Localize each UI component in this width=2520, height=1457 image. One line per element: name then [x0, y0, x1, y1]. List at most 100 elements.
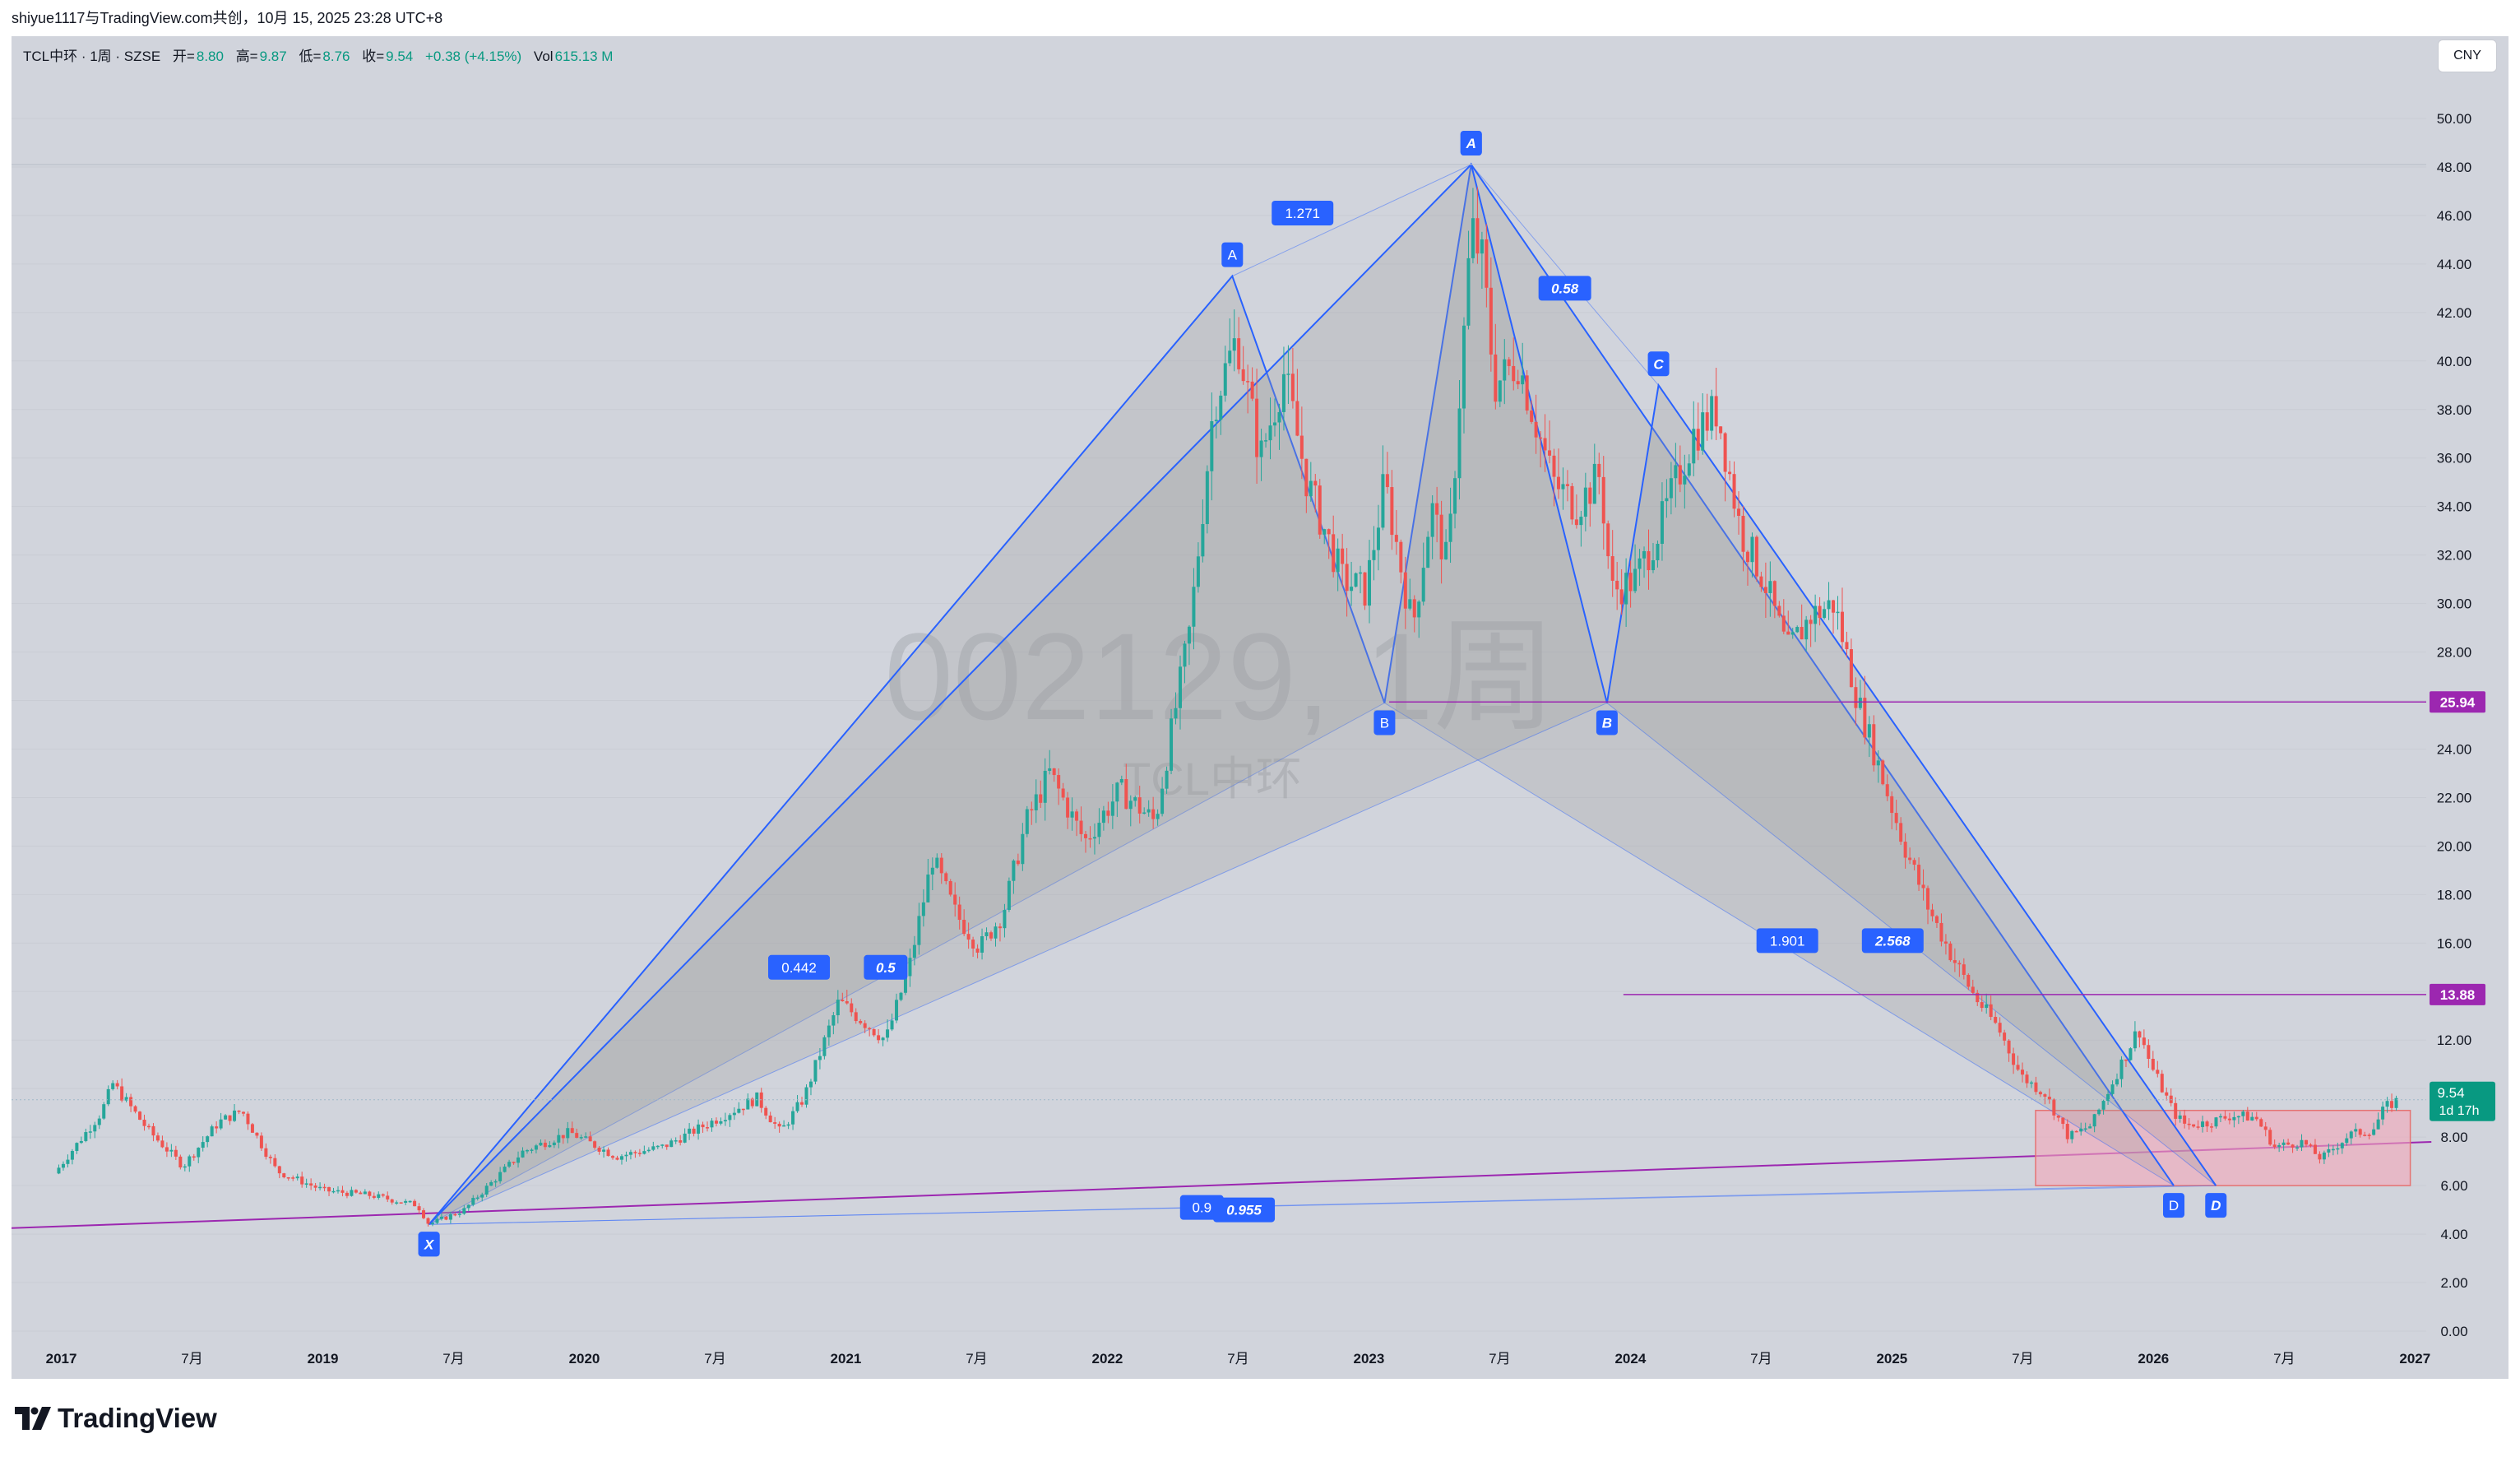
candle-body — [908, 958, 912, 977]
candle-body — [390, 1199, 394, 1203]
symbol-title[interactable]: TCL中环 · 1周 · SZSE — [23, 49, 161, 64]
candle-body — [224, 1115, 228, 1120]
candle-body — [1480, 239, 1484, 254]
point-label-a[interactable]: A — [1460, 131, 1482, 156]
symbol-legend[interactable]: TCL中环 · 1周 · SZSE 开= 8.80 高= 9.87 低= 8.76 收… — [23, 44, 621, 65]
candle-body — [2034, 1082, 2038, 1093]
target-zone[interactable] — [2035, 1109, 2411, 1186]
point-label-d[interactable]: D — [2205, 1193, 2227, 1218]
candle-body — [984, 932, 989, 937]
svg-text:B: B — [1602, 715, 1612, 731]
ratio-label[interactable]: 0.5 — [864, 954, 908, 980]
candle-body — [404, 1200, 408, 1203]
candle-body — [480, 1195, 484, 1198]
candle-body — [863, 1023, 867, 1028]
candle-body — [1818, 606, 1822, 619]
ratio-label[interactable]: 0.442 — [768, 954, 831, 980]
candle-body — [1804, 619, 1809, 640]
candle-body — [534, 1145, 538, 1150]
candle-body — [498, 1172, 503, 1181]
pattern-triangle-xab — [428, 276, 1385, 1225]
candle-body — [273, 1158, 277, 1167]
level-price-badge[interactable]: 13.88 — [2430, 983, 2485, 1005]
tradingview-logo[interactable]: TradingView — [15, 1402, 217, 1435]
ratio-label[interactable]: 1.271 — [1272, 200, 1334, 225]
candle-body — [1512, 365, 1516, 382]
svg-text:1d 17h: 1d 17h — [2439, 1104, 2480, 1118]
point-label-b[interactable]: B — [1373, 710, 1396, 735]
candle-body — [1926, 888, 1930, 910]
y-tick-label: 32.00 — [2437, 548, 2472, 564]
candle-body — [282, 1173, 286, 1178]
candle-body — [215, 1126, 219, 1129]
candle-body — [1601, 476, 1605, 524]
candle-body — [372, 1195, 376, 1199]
candle-body — [160, 1140, 164, 1148]
candle-body — [1823, 609, 1827, 619]
candle-body — [1768, 581, 1772, 593]
candle-body — [1124, 779, 1128, 810]
point-label-b[interactable]: B — [1596, 710, 1618, 735]
candle-body — [1471, 218, 1475, 258]
candle-body — [615, 1158, 619, 1160]
candle-body — [737, 1108, 741, 1113]
point-label-a[interactable]: A — [1221, 242, 1244, 267]
candle-body — [2065, 1124, 2069, 1139]
candle-body — [70, 1151, 74, 1160]
point-label-d[interactable]: D — [2163, 1193, 2185, 1218]
candle-body — [868, 1028, 872, 1030]
ratio-label[interactable]: 2.568 — [1861, 928, 1924, 954]
candle-body — [714, 1121, 718, 1124]
candle-body — [1426, 536, 1430, 568]
currency-button[interactable]: CNY — [2438, 39, 2497, 72]
candle-body — [1908, 857, 1912, 861]
candle-body — [2367, 1135, 2371, 1136]
candle-body — [1610, 556, 1614, 581]
candle-body — [471, 1198, 475, 1205]
level-price-badge[interactable]: 25.94 — [2430, 691, 2485, 713]
y-tick-label: 42.00 — [2437, 305, 2472, 321]
candle-body — [2331, 1148, 2335, 1151]
candle-body — [593, 1141, 597, 1148]
last-price-badge[interactable]: 9.54 1d 17h — [2430, 1081, 2495, 1121]
point-label-x[interactable]: X — [418, 1232, 440, 1257]
candle-body — [386, 1195, 390, 1199]
ratio-label[interactable]: 0.955 — [1213, 1197, 1276, 1223]
candle-body — [2061, 1117, 2065, 1125]
candle-body — [895, 1000, 899, 1021]
candle-body — [1079, 820, 1083, 834]
candle-body — [1408, 599, 1412, 609]
candle-body — [1917, 865, 1921, 885]
svg-text:D: D — [2169, 1198, 2179, 1213]
candle-body — [2156, 1070, 2160, 1074]
tradingview-logo-icon — [15, 1407, 51, 1430]
candle-body — [655, 1145, 660, 1148]
candle-body — [1737, 508, 1741, 517]
ratio-label[interactable]: 0.58 — [1538, 276, 1591, 301]
candle-body — [2138, 1031, 2142, 1038]
candle-body — [854, 1012, 858, 1022]
candle-body — [791, 1111, 795, 1125]
support-trendline[interactable] — [12, 1141, 2432, 1234]
candle-body — [2327, 1148, 2331, 1153]
x-tick-label: 7月 — [442, 1351, 464, 1367]
candle-body — [1548, 450, 1552, 456]
candle-body — [439, 1216, 443, 1219]
candle-body — [1872, 724, 1876, 766]
candle-body — [2003, 1032, 2007, 1041]
candle-body — [1814, 606, 1818, 624]
close-label: 收= — [362, 49, 385, 64]
candle-body — [2232, 1116, 2236, 1121]
candle-body — [786, 1124, 790, 1126]
harmonic-pattern-2[interactable] — [428, 163, 2217, 1225]
candle-body — [188, 1156, 192, 1167]
y-tick-label: 6.00 — [2440, 1178, 2467, 1194]
ratio-label[interactable]: 0.9 — [1179, 1195, 1224, 1220]
candle-body — [611, 1156, 615, 1158]
candle-body — [426, 1218, 430, 1224]
point-label-c[interactable]: C — [1647, 351, 1670, 377]
ratio-label[interactable]: 1.901 — [1756, 928, 1818, 954]
pattern-triangle-bcd — [1384, 165, 2175, 1186]
x-tick-label: 2024 — [1614, 1351, 1646, 1367]
